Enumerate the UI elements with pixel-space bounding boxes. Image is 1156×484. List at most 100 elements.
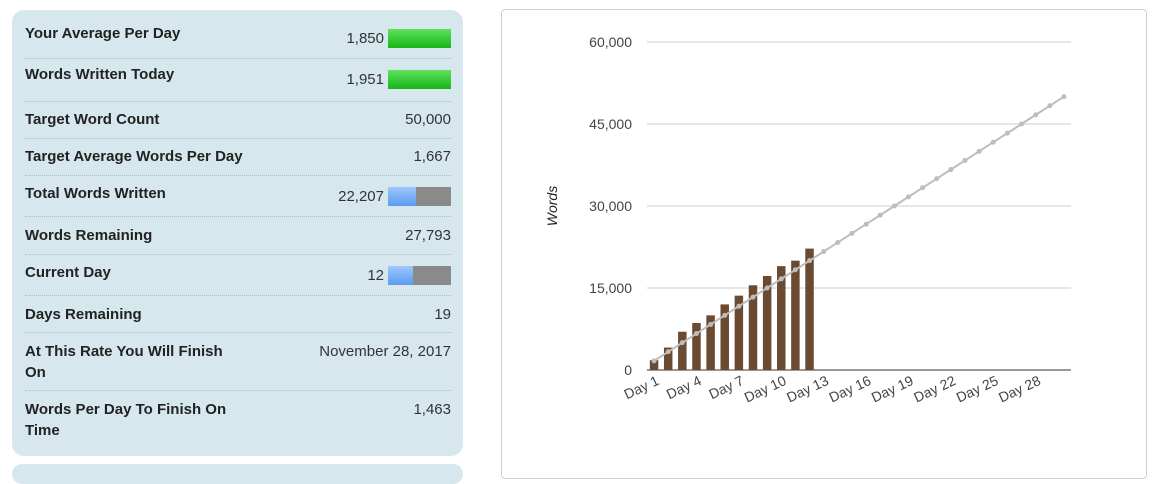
target-point [1019, 121, 1025, 127]
bar [748, 285, 758, 370]
target-point [722, 312, 728, 318]
gridlines [647, 41, 1071, 371]
x-tick-label: Day 10 [742, 372, 789, 405]
x-tick-label: Day 28 [996, 372, 1043, 405]
progress-bar-fill [388, 69, 451, 89]
target-point [708, 321, 714, 327]
target-point [934, 176, 940, 182]
bar [692, 322, 701, 370]
x-tick-label: Day 22 [911, 372, 958, 405]
target-point [665, 349, 671, 355]
bar [762, 275, 772, 370]
stat-row-words-remaining: Words Remaining 27,793 [25, 217, 451, 255]
target-point [679, 340, 685, 346]
stat-label: Current Day [25, 264, 111, 281]
stat-value: 1,951 [346, 68, 451, 90]
bar [791, 260, 800, 370]
stat-label: Days Remaining [25, 306, 142, 323]
target-point [651, 358, 657, 364]
progress-bar-fill [388, 265, 413, 285]
target-point [891, 203, 897, 209]
target-point [1033, 112, 1039, 118]
stat-row-days-remaining: Days Remaining 19 [25, 296, 451, 333]
stat-row-finish-date: At This Rate You Will Finish On November… [25, 333, 451, 391]
target-point [990, 139, 996, 145]
target-line [653, 95, 1065, 362]
target-point [792, 267, 798, 273]
x-tick-label: Day 4 [664, 372, 704, 402]
bar [805, 248, 814, 370]
stat-value: 1,850 [346, 27, 451, 49]
target-point [1047, 103, 1053, 109]
stat-label: Total Words Written [25, 185, 166, 202]
target-point [849, 230, 855, 236]
y-tick-label: 30,000 [589, 198, 632, 214]
stat-row-target-average: Target Average Words Per Day 1,667 [25, 139, 451, 176]
bar [663, 347, 673, 370]
bar [678, 331, 687, 370]
total-words-value: 22,207 [338, 187, 384, 205]
bar [706, 315, 715, 370]
stat-row-words-per-day-to-finish: Words Per Day To Finish On Time 1,463 [25, 391, 451, 446]
target-point [1061, 94, 1067, 100]
target-point [948, 167, 954, 173]
y-tick-label: 0 [624, 362, 632, 378]
target-word-count-value: 50,000 [405, 111, 451, 128]
stat-label: Target Word Count [25, 111, 160, 128]
stat-label: Words Remaining [25, 227, 153, 244]
target-point [778, 276, 784, 282]
target-point [736, 303, 742, 309]
target-line-series [651, 94, 1067, 364]
stat-value: 22,207 [338, 185, 451, 207]
bar [734, 295, 744, 370]
stat-label: Target Average Words Per Day [25, 148, 243, 165]
target-point [693, 331, 699, 337]
finish-date-value: November 28, 2017 [319, 343, 451, 360]
stat-row-target-word-count: Target Word Count 50,000 [25, 102, 451, 139]
progress-bar [388, 186, 451, 206]
x-tick-label: Day 16 [826, 372, 873, 405]
words-chart: 0 15,000 30,000 45,000 60,000 Day 1 Day 4 Day … [544, 34, 1071, 405]
progress-bar [388, 69, 451, 89]
target-point [835, 239, 841, 245]
target-point [821, 249, 827, 255]
target-point [750, 294, 756, 300]
stat-row-average-per-day: Your Average Per Day 1,850 [25, 18, 451, 59]
stat-label: Your Average Per Day [25, 25, 181, 42]
target-point [1004, 130, 1010, 136]
y-tick-label: 15,000 [589, 280, 632, 296]
target-point [807, 258, 813, 264]
x-tick-label: Day 13 [784, 372, 831, 405]
next-panel-edge [12, 464, 463, 484]
stat-row-current-day: Current Day 12 [25, 255, 451, 296]
y-tick-label: 60,000 [589, 34, 632, 50]
x-tick-label: Day 7 [706, 372, 746, 402]
days-remaining-value: 19 [434, 306, 451, 323]
stat-label: Words Per Day To Finish On Time [25, 401, 227, 439]
average-per-day-value: 1,850 [346, 29, 384, 47]
current-day-value: 12 [367, 266, 384, 284]
target-point [877, 212, 883, 218]
words-remaining-value: 27,793 [405, 227, 451, 244]
stats-panel: Your Average Per Day 1,850 Words Written… [12, 10, 463, 456]
y-axis-title: Words [544, 186, 560, 226]
stat-row-total-words: Total Words Written 22,207 [25, 176, 451, 217]
stat-label: At This Rate You Will Finish On [25, 343, 223, 381]
chart-panel: 0 15,000 30,000 45,000 60,000 Day 1 Day 4 Day … [501, 9, 1147, 479]
words-per-day-to-finish-value: 1,463 [413, 401, 451, 418]
stat-value: 12 [367, 264, 451, 286]
progress-bar [388, 28, 451, 48]
target-point [764, 285, 770, 291]
bar [720, 304, 729, 370]
progress-bar-fill [388, 28, 451, 48]
progress-bar-fill [388, 186, 416, 206]
target-point [920, 185, 926, 191]
target-point [976, 148, 982, 154]
target-point [905, 194, 911, 200]
bar-series [649, 248, 814, 370]
target-average-value: 1,667 [413, 148, 451, 165]
target-point [962, 157, 968, 163]
y-axis-ticks: 0 15,000 30,000 45,000 60,000 [589, 34, 632, 378]
target-point [863, 221, 869, 227]
